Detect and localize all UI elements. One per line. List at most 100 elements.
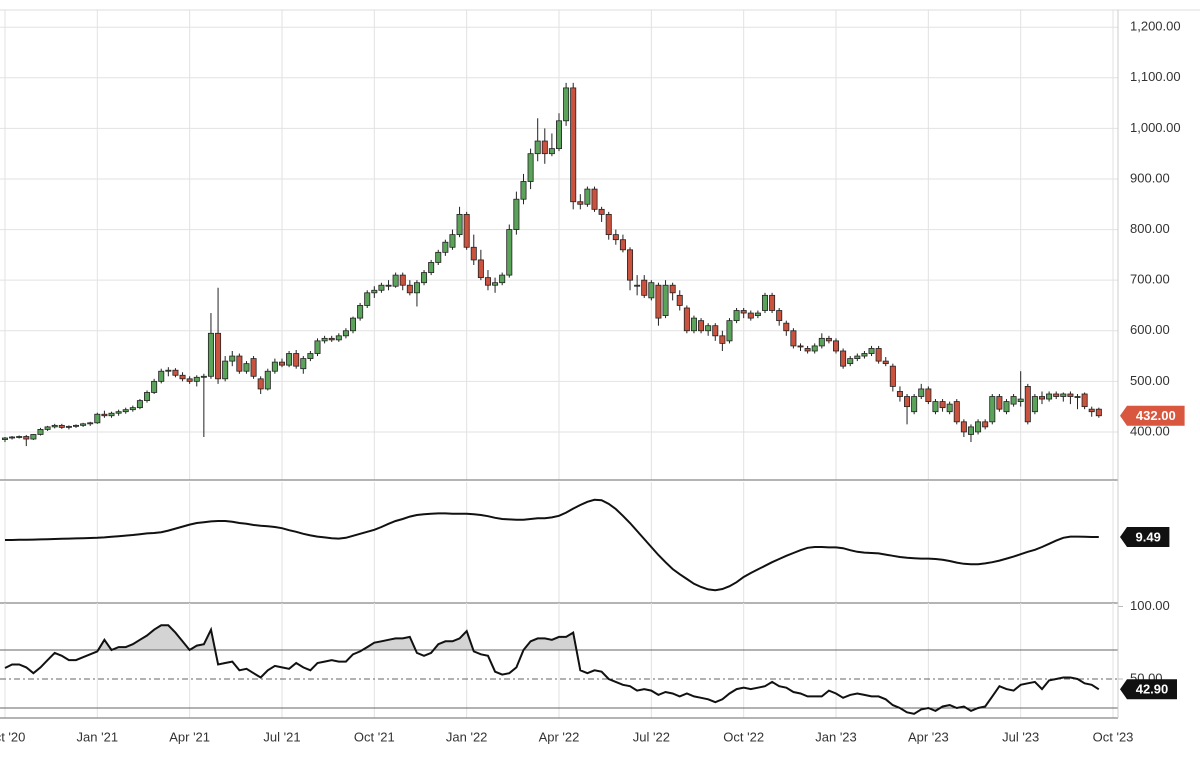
candle-body [1067, 393, 1074, 397]
candle-body [357, 305, 364, 319]
candle-body [669, 284, 676, 294]
label-box [1120, 527, 1170, 548]
x-tick-label: Apr '23 [908, 729, 949, 744]
candle-body [172, 369, 179, 376]
candle-body [215, 332, 222, 380]
x-tick-label: Apr '21 [169, 729, 210, 744]
candle-body [406, 284, 413, 294]
candle-body [371, 289, 378, 294]
last-value-label: 432.00 [1120, 405, 1185, 426]
candle-body [619, 239, 626, 251]
candle-body [584, 188, 591, 205]
candle-body [207, 332, 214, 377]
candle-body [1010, 396, 1017, 405]
candle-body [761, 294, 768, 311]
candle-body [87, 422, 94, 425]
candle-body [996, 396, 1003, 410]
y-tick-label: 600.00 [1130, 322, 1170, 337]
candle-body [151, 380, 158, 393]
x-tick-label: Jan '23 [815, 729, 857, 744]
candle-body [960, 421, 967, 433]
candle-body [655, 284, 662, 319]
candle-body [428, 262, 435, 273]
candle-body [456, 213, 463, 236]
label-box [1120, 679, 1177, 700]
candle-body [520, 181, 527, 200]
candle-body [733, 310, 740, 322]
candle-body [882, 360, 889, 365]
candle-body [108, 412, 115, 417]
candle-body [875, 348, 882, 362]
candle-body [1038, 396, 1045, 400]
candle-body [101, 413, 108, 417]
candle-body [23, 436, 30, 440]
candle-body [1017, 398, 1024, 402]
candle-body [776, 310, 783, 322]
candle-body [1081, 393, 1088, 408]
candle-body [627, 249, 634, 281]
candle-body [129, 407, 136, 411]
candle-body [470, 246, 477, 261]
candle-body [342, 330, 349, 337]
candle-body [286, 353, 293, 366]
candle-body [193, 376, 200, 382]
candle-body [690, 317, 697, 332]
candle-body [58, 424, 65, 428]
candle-body [122, 409, 129, 413]
candle-body [967, 426, 974, 435]
overbought-area [4, 625, 1099, 650]
candle-body [37, 429, 44, 435]
candle-body [598, 208, 605, 215]
candle-body [662, 284, 669, 316]
x-tick-label: Jan '21 [77, 729, 119, 744]
x-tick-label: Oct '21 [354, 729, 395, 744]
last-value-text: 42.90 [1136, 682, 1169, 697]
candle-body [925, 388, 932, 402]
y-tick-label: 800.00 [1130, 221, 1170, 236]
candle-body [754, 312, 761, 316]
candle-body [1031, 396, 1038, 413]
candle-body [719, 335, 726, 344]
candle-body [16, 436, 23, 438]
x-tick-label: Jan '22 [446, 729, 488, 744]
candle-body [115, 411, 122, 414]
candle-body [712, 325, 719, 337]
candle-body [321, 337, 328, 342]
indicator-line [4, 624, 1100, 715]
y-tick-label: 1,000.00 [1130, 120, 1181, 135]
candle-body [499, 274, 506, 284]
candle-body [698, 320, 705, 332]
candle-body [953, 401, 960, 423]
candle-body [236, 355, 243, 372]
last-value-text: 9.49 [1136, 529, 1161, 544]
candle-body [179, 374, 186, 380]
candle-body [705, 325, 712, 332]
candle-body [186, 378, 193, 382]
candle-body [605, 213, 612, 236]
candle-body [818, 337, 825, 347]
candle-body [144, 392, 151, 401]
candle-body [840, 350, 847, 367]
candle-body [364, 292, 371, 306]
candle-body [350, 317, 357, 332]
candle-body [484, 277, 491, 286]
y-tick-label: 100.00 [1130, 598, 1170, 613]
candle-body [769, 294, 776, 311]
last-value-label: 9.49 [1120, 527, 1170, 548]
indicator-line [5, 498, 1099, 592]
candle-body [513, 198, 520, 230]
candle-body [563, 87, 570, 122]
candle-body [548, 148, 555, 155]
candle-body [918, 388, 925, 397]
candle-body [1060, 393, 1067, 397]
candle-body [378, 284, 385, 291]
y-tick-label: 1,100.00 [1130, 69, 1181, 84]
candle-body [293, 353, 300, 367]
candle-body [740, 310, 747, 314]
candle-body [435, 251, 442, 263]
candle-body [790, 330, 797, 347]
candle-body [385, 284, 392, 287]
y-tick-label: 900.00 [1130, 170, 1170, 185]
label-box [1120, 405, 1185, 426]
x-tick-label: Oct '22 [723, 729, 764, 744]
